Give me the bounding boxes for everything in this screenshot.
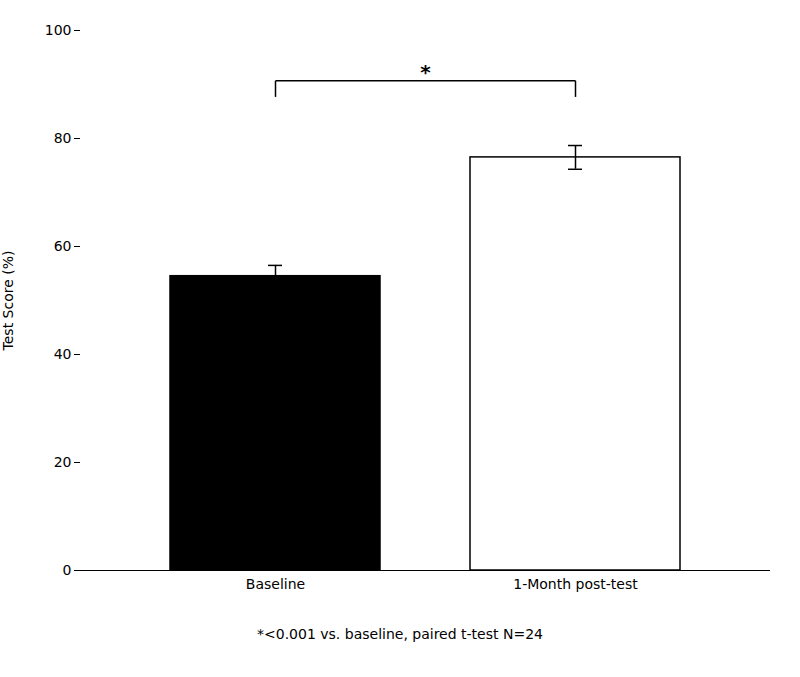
svg-text:80: 80 [54,130,72,146]
svg-text:Baseline: Baseline [246,576,305,592]
svg-text:0: 0 [63,562,72,578]
svg-text:100: 100 [45,22,72,38]
svg-text:20: 20 [54,454,72,470]
svg-text:*: * [420,60,431,84]
svg-text:Test Score (%): Test Score (%) [0,251,16,352]
svg-text:40: 40 [54,346,72,362]
svg-text:1-Month post-test: 1-Month post-test [513,576,638,592]
svg-text:60: 60 [54,238,72,254]
html-text:*<0.001 vs. baseline, paired t: *<0.001 vs. baseline, paired t-test N=24 [257,626,543,642]
